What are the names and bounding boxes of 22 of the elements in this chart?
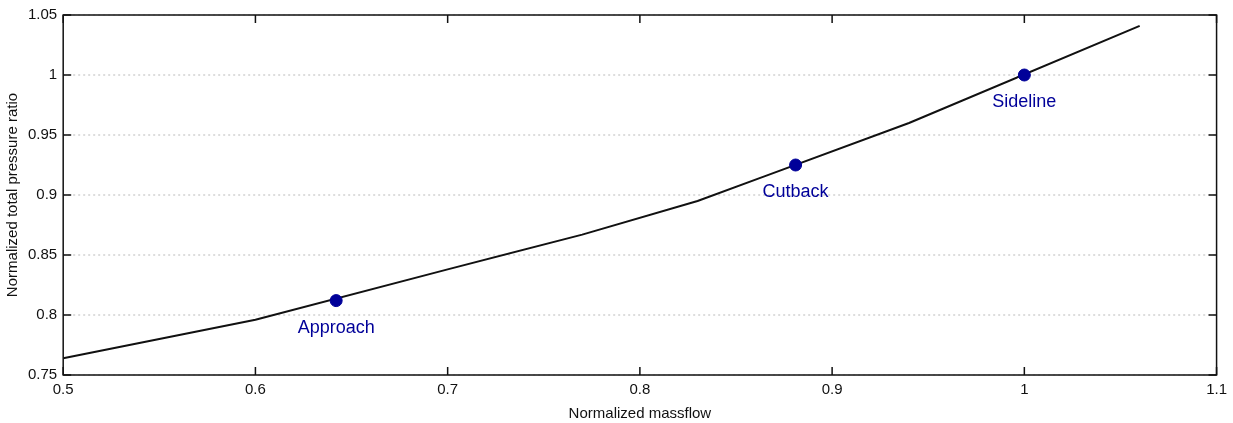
point [1017,68,1031,82]
y-tick-label: 1.05 [27,5,58,23]
x-tick-label: 1 [1020,380,1029,398]
annotation: Sideline [992,90,1057,111]
y-tick-label: 0.75 [27,365,58,383]
x-tick-label: 0.7 [437,380,459,398]
point [789,158,803,172]
point [329,294,343,308]
y-tick-label: 0.85 [27,245,58,263]
x-axis-title: Normalized massflow [568,404,712,422]
x-tick-label: 0.6 [244,380,266,398]
y-tick-label: 0.8 [36,305,58,323]
annotation: Cutback [762,180,830,201]
y-tick-label: 1 [48,65,58,83]
x-tick-label: 0.5 [52,380,74,398]
x-tick-label: 1.1 [1206,380,1227,398]
y-tick-label: 0.9 [36,185,58,203]
y-tick-label: 0.95 [27,125,58,143]
x-tick-label: 0.8 [629,380,651,398]
x-tick-label: 0.9 [821,380,843,398]
y-axis-title: Normalized total pressure ratio [3,92,21,298]
annotation: Approach [297,316,375,337]
